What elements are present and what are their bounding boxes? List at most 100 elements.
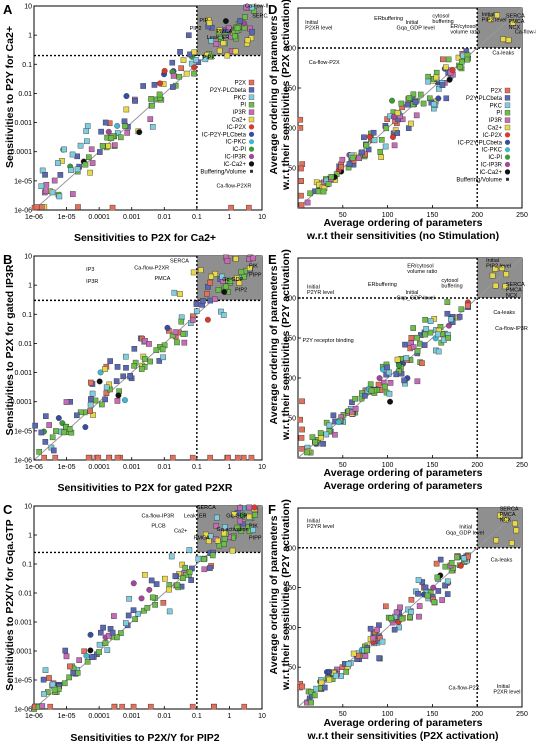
legend-label: IC-PKC xyxy=(482,148,503,154)
legend-label: PI xyxy=(496,111,502,117)
data-point-p2y-plcbeta xyxy=(249,28,255,35)
legend-marker xyxy=(248,94,255,100)
data-point-pi xyxy=(383,125,390,132)
data-point-pkc xyxy=(195,555,202,562)
data-point-pi xyxy=(141,356,148,362)
data-point-pi xyxy=(186,569,193,575)
data-point-ic-pi xyxy=(389,97,395,104)
data-point-pi xyxy=(180,331,187,337)
legend-marker xyxy=(504,124,511,131)
data-point-ip3r xyxy=(111,142,118,148)
data-point-p2y-plcbeta xyxy=(102,119,109,126)
data-point-pkc xyxy=(332,672,339,679)
data-point-ca2 xyxy=(499,265,505,271)
data-point-p2x xyxy=(241,703,248,710)
data-point-p2y-plcbeta xyxy=(404,101,411,108)
annotation-label: PMCA xyxy=(194,535,210,541)
data-point-ca2 xyxy=(214,537,221,544)
data-point-pi xyxy=(61,680,68,687)
data-point-p2x xyxy=(355,652,362,659)
data-point-p2x xyxy=(106,454,112,461)
annotation-label: PMCA xyxy=(500,512,516,518)
data-point-pkc xyxy=(220,312,227,318)
data-point-p2y-plcbeta xyxy=(131,346,138,352)
data-point-p2x xyxy=(52,454,59,461)
data-point-p2y-plcbeta xyxy=(42,172,48,178)
data-point-ic-pkc xyxy=(121,397,128,404)
data-point-p2y-plcbeta xyxy=(113,378,120,384)
data-point-pi xyxy=(60,429,67,436)
panel-letter-f: F xyxy=(268,502,276,517)
annotation-label: Ca-flow-P2XR xyxy=(216,183,251,189)
data-point-ca2 xyxy=(216,47,223,54)
annotation-label: PMCA xyxy=(154,276,170,282)
data-point-p2x xyxy=(75,204,81,210)
annotation-label: P2YR level xyxy=(307,524,334,530)
data-point-p2x xyxy=(148,703,154,710)
data-point-pi xyxy=(182,564,188,571)
data-point-ca2 xyxy=(494,12,500,19)
data-point-ic-p2x xyxy=(161,67,168,74)
data-point-ip3r xyxy=(332,431,338,438)
data-point-pkc xyxy=(168,553,175,560)
y-tick-label: 0.0001 xyxy=(11,149,33,156)
x-tick-label: 0.01 xyxy=(157,214,171,221)
annotation-label: Gq-GDP xyxy=(226,514,247,520)
data-point-ic-pkc xyxy=(97,369,104,376)
data-point-ca2 xyxy=(492,266,499,272)
data-point-pi xyxy=(147,358,153,365)
data-point-ca2- xyxy=(166,586,172,593)
data-point-ca2- xyxy=(232,48,239,55)
legend-label: P2X xyxy=(491,89,502,95)
data-point-ca2- xyxy=(162,575,168,582)
annotation-label: Initial xyxy=(406,290,419,296)
data-point-pkc xyxy=(126,595,132,602)
data-point-pi xyxy=(223,283,229,290)
y-tick-label: 1e-06 xyxy=(14,707,32,714)
x-tick-label: 100 xyxy=(382,462,394,469)
data-point-pkc xyxy=(68,167,74,173)
panel-a: A 1e-06 1e-05 0.0001 0.001 0.01 0.1 1 10 1e-06 1e… xyxy=(0,0,268,250)
data-point-ic-p2x xyxy=(191,64,198,71)
annotation-label: Ca-flow-IP3R xyxy=(495,326,528,332)
data-point-ca2- xyxy=(394,110,401,116)
data-point-pi xyxy=(36,448,42,455)
y-tick-label: 0.0001 xyxy=(11,399,33,406)
legend-marker xyxy=(504,139,511,145)
data-point-ip3r xyxy=(237,518,243,525)
data-point-pi xyxy=(84,658,91,665)
legend-label: PI xyxy=(240,103,246,109)
data-point-p2x xyxy=(109,204,116,211)
data-point-ip3r xyxy=(349,409,355,415)
y-tick-label: 0.01 xyxy=(18,91,32,98)
data-point-p2x xyxy=(228,204,234,211)
annotation-label: SERCA xyxy=(506,282,525,288)
data-point-ip3r xyxy=(370,635,377,642)
data-points xyxy=(32,254,256,461)
data-point-p2x xyxy=(408,335,415,341)
data-point-pi xyxy=(118,630,124,636)
data-point-pi xyxy=(216,542,223,549)
x-tick-label: 0.0001 xyxy=(88,214,110,221)
data-point-ca2 xyxy=(221,530,227,537)
annotation-label: PIPK xyxy=(203,55,216,61)
data-point-ca2- xyxy=(378,154,384,160)
data-point-ca2- xyxy=(443,64,449,71)
data-point-ca2- xyxy=(394,356,401,363)
data-point-pi xyxy=(251,512,258,518)
data-point-pi xyxy=(159,346,166,353)
data-point-pi xyxy=(85,154,92,161)
data-point-p2y-plcbeta xyxy=(359,149,365,156)
y-tick-label: 1e-05 xyxy=(14,178,32,185)
data-point-pi xyxy=(417,91,424,98)
data-point-pkc xyxy=(84,138,90,145)
data-point-pkc xyxy=(103,384,110,391)
data-point-pi xyxy=(378,136,385,143)
data-point-ca2 xyxy=(236,280,243,286)
data-point-pi xyxy=(102,640,109,646)
data-point-ca2 xyxy=(510,19,516,26)
data-point-ip3r xyxy=(43,188,49,195)
annotation-label: Initial xyxy=(482,12,495,18)
